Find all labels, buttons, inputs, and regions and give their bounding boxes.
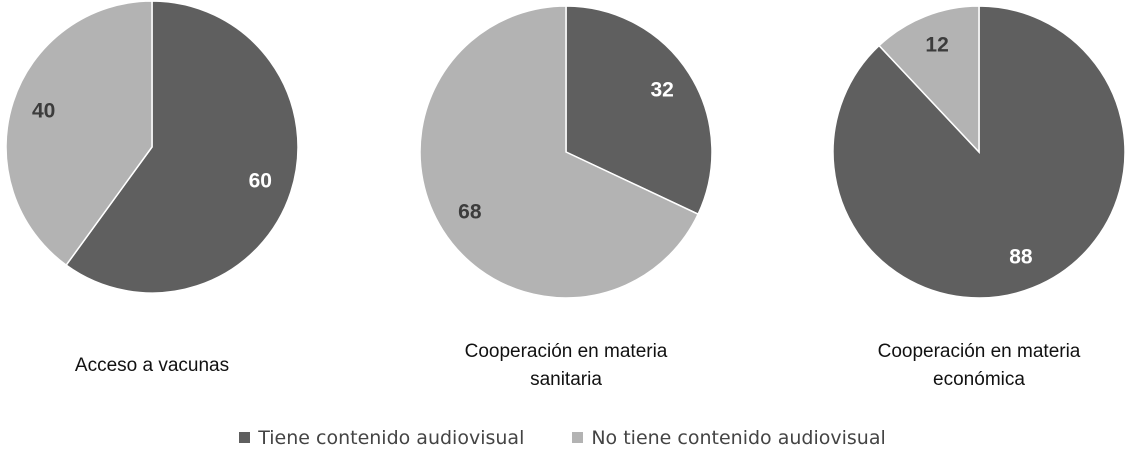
pies: 60 40 32 68 88 12 — [5, 0, 1125, 299]
pie-slice — [565, 5, 713, 216]
chart-title: Cooperación en materia sanitaria — [464, 341, 668, 390]
pie-slice — [877, 5, 980, 154]
data-label: 88 — [1009, 245, 1033, 268]
data-label: 12 — [925, 34, 948, 57]
legend-swatch — [239, 432, 251, 443]
chart-title: Acceso a vacunas — [74, 355, 230, 376]
legend: Tiene contenido audiovisual No tiene cont… — [0, 427, 1125, 449]
legend-label: No tiene contenido audiovisual — [591, 427, 886, 449]
pie-slice — [5, 0, 153, 267]
data-label: 60 — [249, 170, 272, 193]
legend-item: Tiene contenido audiovisual — [239, 427, 524, 449]
legend-swatch — [572, 432, 584, 443]
legend-item: No tiene contenido audiovisual — [572, 427, 886, 449]
pie-slice — [65, 0, 299, 294]
data-label: 32 — [650, 79, 673, 102]
pie-slice — [419, 5, 700, 299]
data-label: 68 — [458, 201, 482, 224]
chart-title: Cooperación en materia económica — [877, 341, 1081, 390]
legend-label: Tiene contenido audiovisual — [258, 427, 525, 449]
data-label: 40 — [32, 99, 55, 122]
